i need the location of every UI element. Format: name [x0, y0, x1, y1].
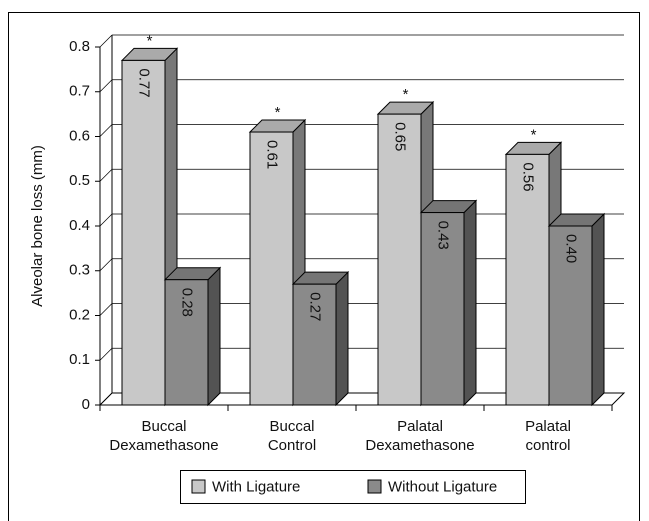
- value-label: 0.40: [563, 234, 580, 263]
- x-tick-label-line: Dexamethasone: [365, 437, 474, 454]
- y-axis-label: Alveolar bone loss (mm): [29, 145, 46, 307]
- y-tick-label: 0.4: [69, 217, 90, 234]
- x-tick-label: Palatal control: [525, 418, 571, 454]
- x-tick-label: Buccal Control: [268, 418, 316, 454]
- bar-front: [548, 225, 593, 406]
- value-label: 0.27: [307, 292, 324, 321]
- x-tick-label-line: Control: [268, 437, 316, 454]
- bar: [291, 270, 350, 407]
- annotation: *: [275, 104, 281, 121]
- y-tick-label: 0.7: [69, 83, 90, 100]
- x-tick-label: Palatal Dexamethasone: [365, 418, 474, 454]
- bar-front: [377, 113, 422, 406]
- bar-side: [207, 266, 221, 407]
- y-tick-label: 0.6: [69, 127, 90, 144]
- value-label: 0.43: [435, 221, 452, 250]
- bar-side: [335, 270, 349, 407]
- legend-swatch: [191, 479, 206, 494]
- grid-line: [99, 34, 113, 48]
- bar-side: [591, 212, 605, 407]
- grid-line: [99, 348, 113, 361]
- legend-label: Without Ligature: [388, 478, 497, 495]
- bar-front: [420, 212, 465, 406]
- bar-front: [292, 283, 337, 406]
- frame: [8, 12, 640, 521]
- bar: [419, 199, 478, 407]
- x-tick-label-line: Palatal: [525, 418, 571, 435]
- y-tick-label: 0: [82, 396, 90, 413]
- bar-front: [121, 59, 166, 406]
- value-label: 0.28: [179, 288, 196, 317]
- y-tick-label: 0.5: [69, 172, 90, 189]
- grid-line: [99, 258, 113, 271]
- grid-line: [99, 79, 113, 92]
- grid-line: [99, 392, 113, 406]
- bar: [163, 266, 222, 407]
- bar-side: [463, 199, 477, 407]
- y-tick-label: 0.2: [69, 306, 90, 323]
- legend-box: [180, 470, 526, 504]
- annotation: *: [147, 32, 153, 49]
- grid-line: [99, 124, 113, 137]
- value-label: 0.77: [136, 68, 153, 97]
- annotation: *: [531, 126, 537, 143]
- value-label: 0.56: [520, 162, 537, 191]
- grid-line: [99, 213, 113, 227]
- bar-front: [505, 153, 550, 406]
- legend-swatch: [367, 479, 382, 494]
- y-tick-label: 0.1: [69, 351, 90, 368]
- bar-front: [249, 131, 294, 406]
- x-tick-label-line: Palatal: [397, 418, 443, 435]
- x-tick-label-line: control: [525, 437, 570, 454]
- x-tick-label-line: Buccal: [269, 418, 314, 435]
- value-label: 0.61: [264, 140, 281, 169]
- x-tick-label-line: Dexamethasone: [109, 437, 218, 454]
- x-tick-label: Buccal Dexamethasone: [109, 418, 218, 454]
- y-tick-label: 0.8: [69, 38, 90, 55]
- y-tick-label: 0.3: [69, 262, 90, 279]
- annotation: *: [403, 86, 409, 103]
- x-tick-label-line: Buccal: [141, 418, 186, 435]
- grid-line: [99, 169, 113, 182]
- bar-front: [164, 279, 209, 406]
- legend-label: With Ligature: [212, 478, 300, 495]
- grid-line: [99, 303, 113, 316]
- value-label: 0.65: [392, 122, 409, 151]
- bar: [547, 212, 606, 407]
